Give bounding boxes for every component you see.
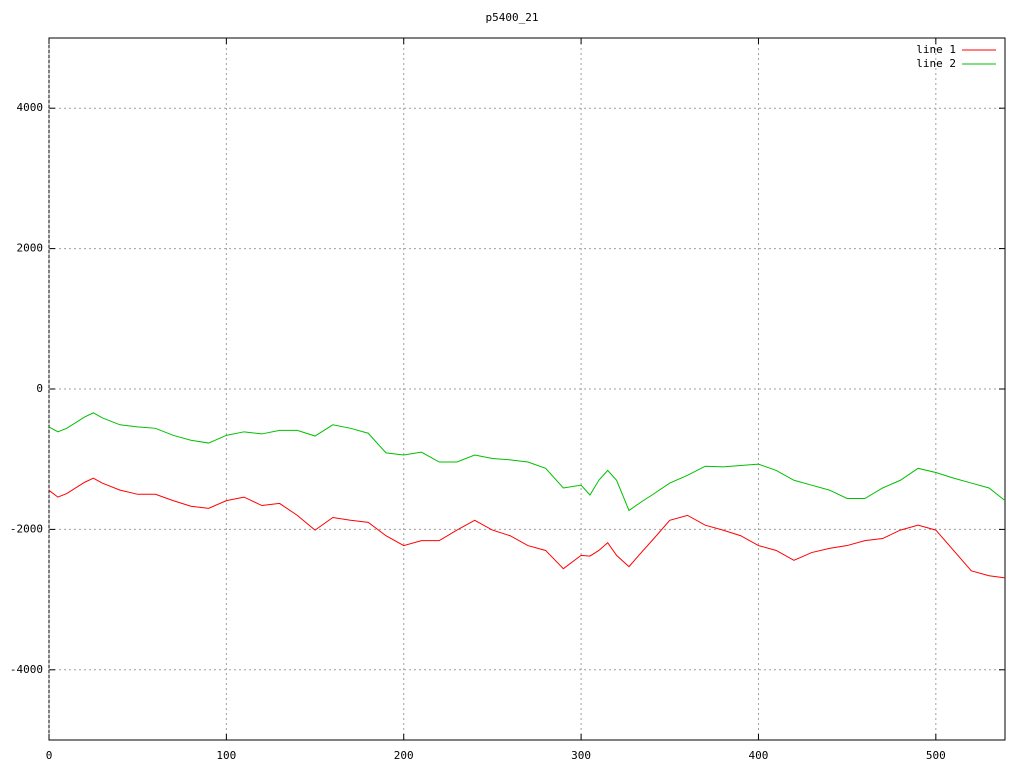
data-line bbox=[48, 477, 1006, 579]
x-tick-label: 0 bbox=[46, 749, 53, 762]
y-tick-label: 2000 bbox=[17, 242, 44, 255]
x-tick-label: 100 bbox=[216, 749, 236, 762]
y-tick-label: -4000 bbox=[10, 663, 43, 676]
plot-frame bbox=[48, 37, 1006, 741]
y-tick-label: 0 bbox=[36, 382, 43, 395]
y-tick-label: -2000 bbox=[10, 522, 43, 535]
x-tick-label: 400 bbox=[749, 749, 769, 762]
x-tick-label: 300 bbox=[571, 749, 591, 762]
data-line bbox=[48, 412, 1006, 512]
legend-label: line 1 bbox=[916, 43, 956, 56]
chart-title: p5400_21 bbox=[486, 11, 539, 24]
x-tick-label: 200 bbox=[394, 749, 414, 762]
x-tick-label: 500 bbox=[926, 749, 946, 762]
legend-label: line 2 bbox=[916, 57, 956, 70]
y-tick-label: 4000 bbox=[17, 101, 44, 114]
